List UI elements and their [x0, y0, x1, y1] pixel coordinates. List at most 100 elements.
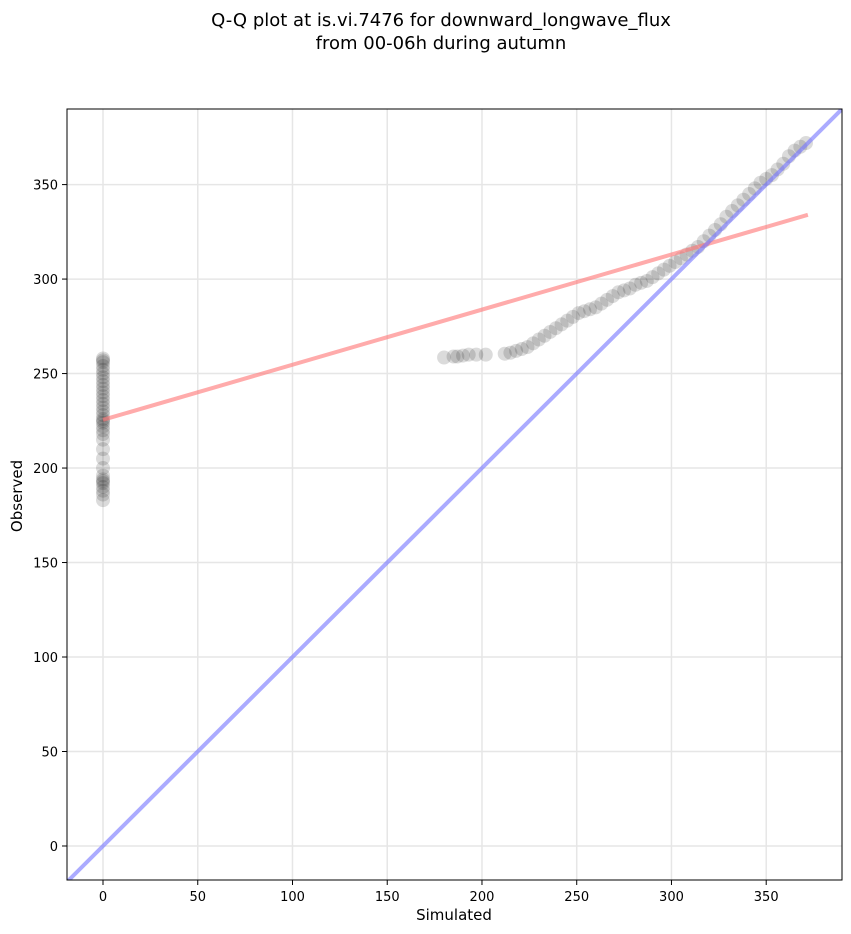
- grid-lines: [67, 109, 842, 880]
- quantile-point: [96, 487, 111, 502]
- quantile-point: [96, 377, 111, 392]
- quantile-point: [639, 273, 654, 288]
- x-tick-label: 0: [99, 890, 107, 905]
- quantile-point: [96, 472, 111, 487]
- y-axis-label: Observed: [8, 460, 26, 532]
- quantile-point: [96, 400, 111, 415]
- quantile-point: [560, 313, 575, 328]
- quantile-point: [96, 419, 111, 434]
- quantile-point: [96, 483, 111, 498]
- quantile-point: [645, 270, 660, 285]
- quantile-point: [96, 474, 111, 489]
- quantile-point: [520, 340, 535, 355]
- x-tick-label: 350: [754, 890, 779, 905]
- quantile-point: [96, 374, 111, 389]
- quantile-point: [628, 277, 643, 292]
- quantile-point: [514, 341, 529, 356]
- quantile-point: [96, 355, 111, 370]
- quantile-point: [764, 168, 779, 183]
- x-axis-label: Simulated: [416, 906, 492, 924]
- quantile-point: [461, 347, 476, 362]
- quantile-point: [96, 385, 111, 400]
- quantile-point: [543, 324, 558, 339]
- quantile-point: [450, 349, 465, 364]
- quantile-point: [634, 275, 649, 290]
- y-tick-label: 350: [33, 179, 58, 194]
- quantile-point: [565, 309, 580, 324]
- quantile-point: [96, 389, 111, 404]
- x-tick-label: 50: [189, 890, 206, 905]
- quantile-point: [456, 348, 471, 363]
- quantile-point: [478, 347, 493, 362]
- quantile-point: [554, 317, 569, 332]
- quantile-point: [531, 332, 546, 347]
- x-tick-label: 150: [375, 890, 400, 905]
- identity-line: [67, 109, 842, 880]
- quantile-point: [588, 300, 603, 315]
- x-tick-label: 300: [659, 890, 684, 905]
- quantile-point: [577, 304, 592, 319]
- quantile-point: [594, 296, 609, 311]
- regression-line: [102, 212, 809, 422]
- quantile-point: [617, 283, 632, 298]
- quantile-point: [668, 255, 683, 270]
- quantile-point: [96, 468, 111, 483]
- quantile-point: [96, 353, 111, 368]
- quantile-point: [96, 362, 111, 377]
- quantile-point: [96, 493, 111, 508]
- quantile-point: [437, 350, 452, 365]
- plot-area: [67, 109, 842, 880]
- x-tick-label: 200: [470, 890, 495, 905]
- quantile-point: [96, 442, 111, 457]
- quantile-point: [446, 349, 461, 364]
- y-tick-label: 50: [41, 746, 58, 761]
- quantile-point: [96, 396, 111, 411]
- quantile-point: [96, 404, 111, 419]
- quantile-point: [622, 281, 637, 296]
- chart-title-line1: Q-Q plot at is.vi.7476 for downward_long…: [211, 10, 671, 31]
- quantile-point: [96, 366, 111, 381]
- quantile-point: [96, 451, 111, 466]
- quantile-point: [548, 321, 563, 336]
- quantile-point: [605, 289, 620, 304]
- quantile-point: [526, 336, 541, 351]
- quantile-point: [96, 370, 111, 385]
- quantile-point: [776, 156, 791, 171]
- quantile-point: [96, 476, 111, 491]
- y-tick-label: 100: [33, 651, 58, 666]
- quantile-point: [96, 423, 111, 438]
- quantile-point: [662, 258, 677, 273]
- quantile-point: [96, 427, 111, 442]
- quantile-point: [651, 266, 666, 281]
- chart-title-line2: from 00-06h during autumn: [316, 33, 567, 54]
- plot-frame: [66, 108, 843, 881]
- quantile-point: [96, 381, 111, 396]
- quantile-point: [600, 292, 615, 307]
- x-tick-label: 100: [280, 890, 305, 905]
- quantile-point: [497, 346, 512, 361]
- quantile-point: [611, 285, 626, 300]
- quantile-point: [656, 262, 671, 277]
- y-tick-label: 300: [33, 273, 58, 288]
- y-tick-label: 150: [33, 557, 58, 572]
- y-tick-label: 250: [33, 368, 58, 383]
- quantile-point: [537, 328, 552, 343]
- quantile-point: [96, 351, 111, 366]
- axis-ticks: 0 50 100 150 200 250 300 350 0 50 100 150 200 250 300 3…: [33, 179, 778, 905]
- quantile-point: [770, 162, 785, 177]
- y-tick-label: 200: [33, 462, 58, 477]
- quantile-point: [571, 306, 586, 321]
- quantile-point: [793, 139, 808, 154]
- quantile-point: [469, 347, 484, 362]
- quantile-point: [582, 302, 597, 317]
- quantile-point: [96, 359, 111, 373]
- quantile-point: [96, 393, 111, 408]
- quantile-point: [96, 461, 111, 476]
- x-tick-label: 250: [564, 890, 589, 905]
- quantile-point: [509, 343, 524, 358]
- quantile-point: [96, 479, 111, 494]
- y-tick-label: 0: [50, 840, 58, 855]
- quantile-point: [96, 432, 111, 447]
- quantile-point: [503, 345, 518, 360]
